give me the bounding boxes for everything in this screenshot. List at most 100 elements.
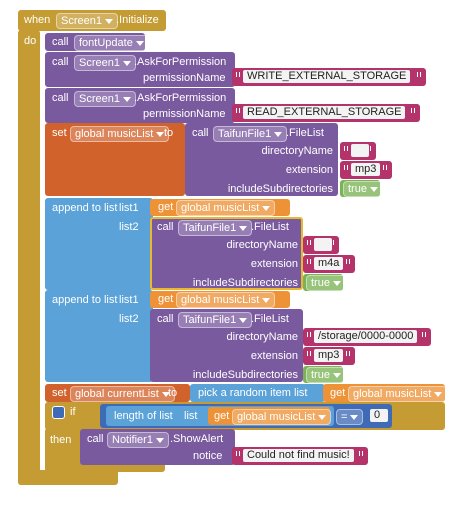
- quote-mark: [346, 351, 350, 356]
- block-label: if: [70, 406, 76, 418]
- procedure-call: [45, 33, 145, 51]
- block-label: includeSubdirectories: [192, 369, 298, 381]
- text-value[interactable]: mp3: [351, 163, 381, 176]
- quote-mark: [236, 451, 240, 456]
- method-call: [80, 429, 235, 465]
- block-label: notice: [193, 450, 223, 462]
- list-block: [45, 290, 153, 382]
- text-value[interactable]: WRITE_EXTERNAL_STORAGE: [243, 70, 411, 83]
- block-label: directoryName: [226, 331, 298, 343]
- dropdown[interactable]: global musicList: [232, 409, 332, 425]
- dropdown[interactable]: fontUpdate: [74, 35, 149, 51]
- block-label: list: [294, 387, 308, 399]
- dropdown[interactable]: global musicList: [176, 292, 276, 308]
- block-label: call: [87, 433, 104, 445]
- text-value[interactable]: /storage/0000-0000: [314, 330, 418, 343]
- quote-mark: [383, 165, 387, 170]
- block-label: call: [192, 127, 209, 139]
- get-variable: [323, 384, 445, 402]
- quote-mark: [307, 259, 311, 264]
- quote-mark: [346, 259, 350, 264]
- block-label: get: [330, 387, 346, 399]
- text-value[interactable]: mp3: [314, 349, 344, 362]
- block-label: list2: [119, 221, 139, 233]
- event-block: [18, 10, 166, 31]
- method-call: [185, 123, 338, 196]
- quote-mark: [411, 108, 415, 113]
- block-label: call: [157, 313, 174, 325]
- dropdown[interactable]: global musicList: [348, 386, 448, 402]
- dropdown[interactable]: TaifunFile1: [213, 126, 288, 142]
- block-label: append to list: [52, 202, 118, 214]
- event-body: [18, 30, 40, 485]
- block-label: call: [52, 36, 69, 48]
- dropdown[interactable]: global musicList: [70, 126, 170, 142]
- block-label: when: [24, 14, 51, 26]
- block-label: set: [52, 387, 67, 399]
- dropdown[interactable]: Screen1: [74, 91, 136, 107]
- block-label: list1: [119, 202, 139, 214]
- block-label: directoryName: [261, 145, 333, 157]
- text-value[interactable]: Could not find music!: [243, 449, 354, 462]
- if-bottom: [45, 462, 165, 472]
- mutator-icon[interactable]: [52, 406, 65, 419]
- dropdown[interactable]: TaifunFile1: [178, 220, 253, 236]
- block-label: .ShowAlert: [170, 433, 224, 445]
- block-label: includeSubdirectories: [227, 183, 333, 195]
- quote-mark: [307, 240, 311, 245]
- text-value[interactable]: READ_EXTERNAL_STORAGE: [243, 106, 406, 119]
- logic-block: [303, 274, 343, 291]
- block-label: do: [24, 35, 37, 47]
- dropdown[interactable]: true: [306, 367, 346, 383]
- block-label: extension: [250, 350, 298, 362]
- block-label: extension: [285, 164, 333, 176]
- block-label: .AskForPermission: [134, 56, 227, 68]
- block-label: pick a random item: [198, 387, 291, 399]
- text-value[interactable]: m4a: [314, 257, 344, 270]
- block-label: append to list: [52, 294, 118, 306]
- block-label: extension: [250, 258, 298, 270]
- list-block: [190, 384, 325, 402]
- quote-mark: [344, 146, 348, 151]
- get-variable: [150, 199, 290, 216]
- block-label: .AskForPermission: [134, 92, 227, 104]
- get-variable: [208, 407, 330, 425]
- block-label: get: [214, 410, 230, 422]
- block-label: call: [157, 221, 174, 233]
- quote-mark: [422, 332, 426, 337]
- block-label: set: [52, 127, 67, 139]
- get-variable: [150, 291, 290, 308]
- block-label: .FileList: [286, 127, 324, 139]
- dropdown[interactable]: global currentList: [70, 386, 175, 402]
- logic-block: [340, 180, 380, 197]
- dropdown[interactable]: Screen1: [56, 13, 118, 29]
- block-label: call: [52, 92, 69, 104]
- block-label: list1: [119, 294, 139, 306]
- block-label: includeSubdirectories: [192, 277, 298, 289]
- block-label: list: [184, 410, 198, 422]
- quote-mark: [417, 72, 421, 77]
- block-label: .Initialize: [116, 14, 159, 26]
- block-label: to: [168, 387, 178, 399]
- dropdown[interactable]: global musicList: [176, 200, 276, 216]
- dropdown[interactable]: true: [343, 181, 383, 197]
- text-value: [314, 238, 332, 251]
- quote-mark: [307, 351, 311, 356]
- dropdown[interactable]: true: [306, 275, 346, 291]
- dropdown[interactable]: Screen1: [74, 55, 136, 71]
- dropdown[interactable]: Notifier1: [107, 432, 169, 448]
- block-label: .FileList: [251, 313, 289, 325]
- number-value[interactable]: 0: [370, 409, 388, 422]
- block-label: .FileList: [251, 221, 289, 233]
- block-label: to: [164, 127, 174, 139]
- list-block: [45, 198, 153, 290]
- block-label: get: [158, 293, 174, 305]
- logic-block: [303, 366, 343, 383]
- block-label: get: [158, 201, 174, 213]
- block-label: length of list: [114, 410, 173, 422]
- quote-mark: [344, 165, 348, 170]
- dropdown[interactable]: TaifunFile1: [178, 312, 253, 328]
- dropdown[interactable]: =: [336, 409, 364, 425]
- quote-mark: [307, 332, 311, 337]
